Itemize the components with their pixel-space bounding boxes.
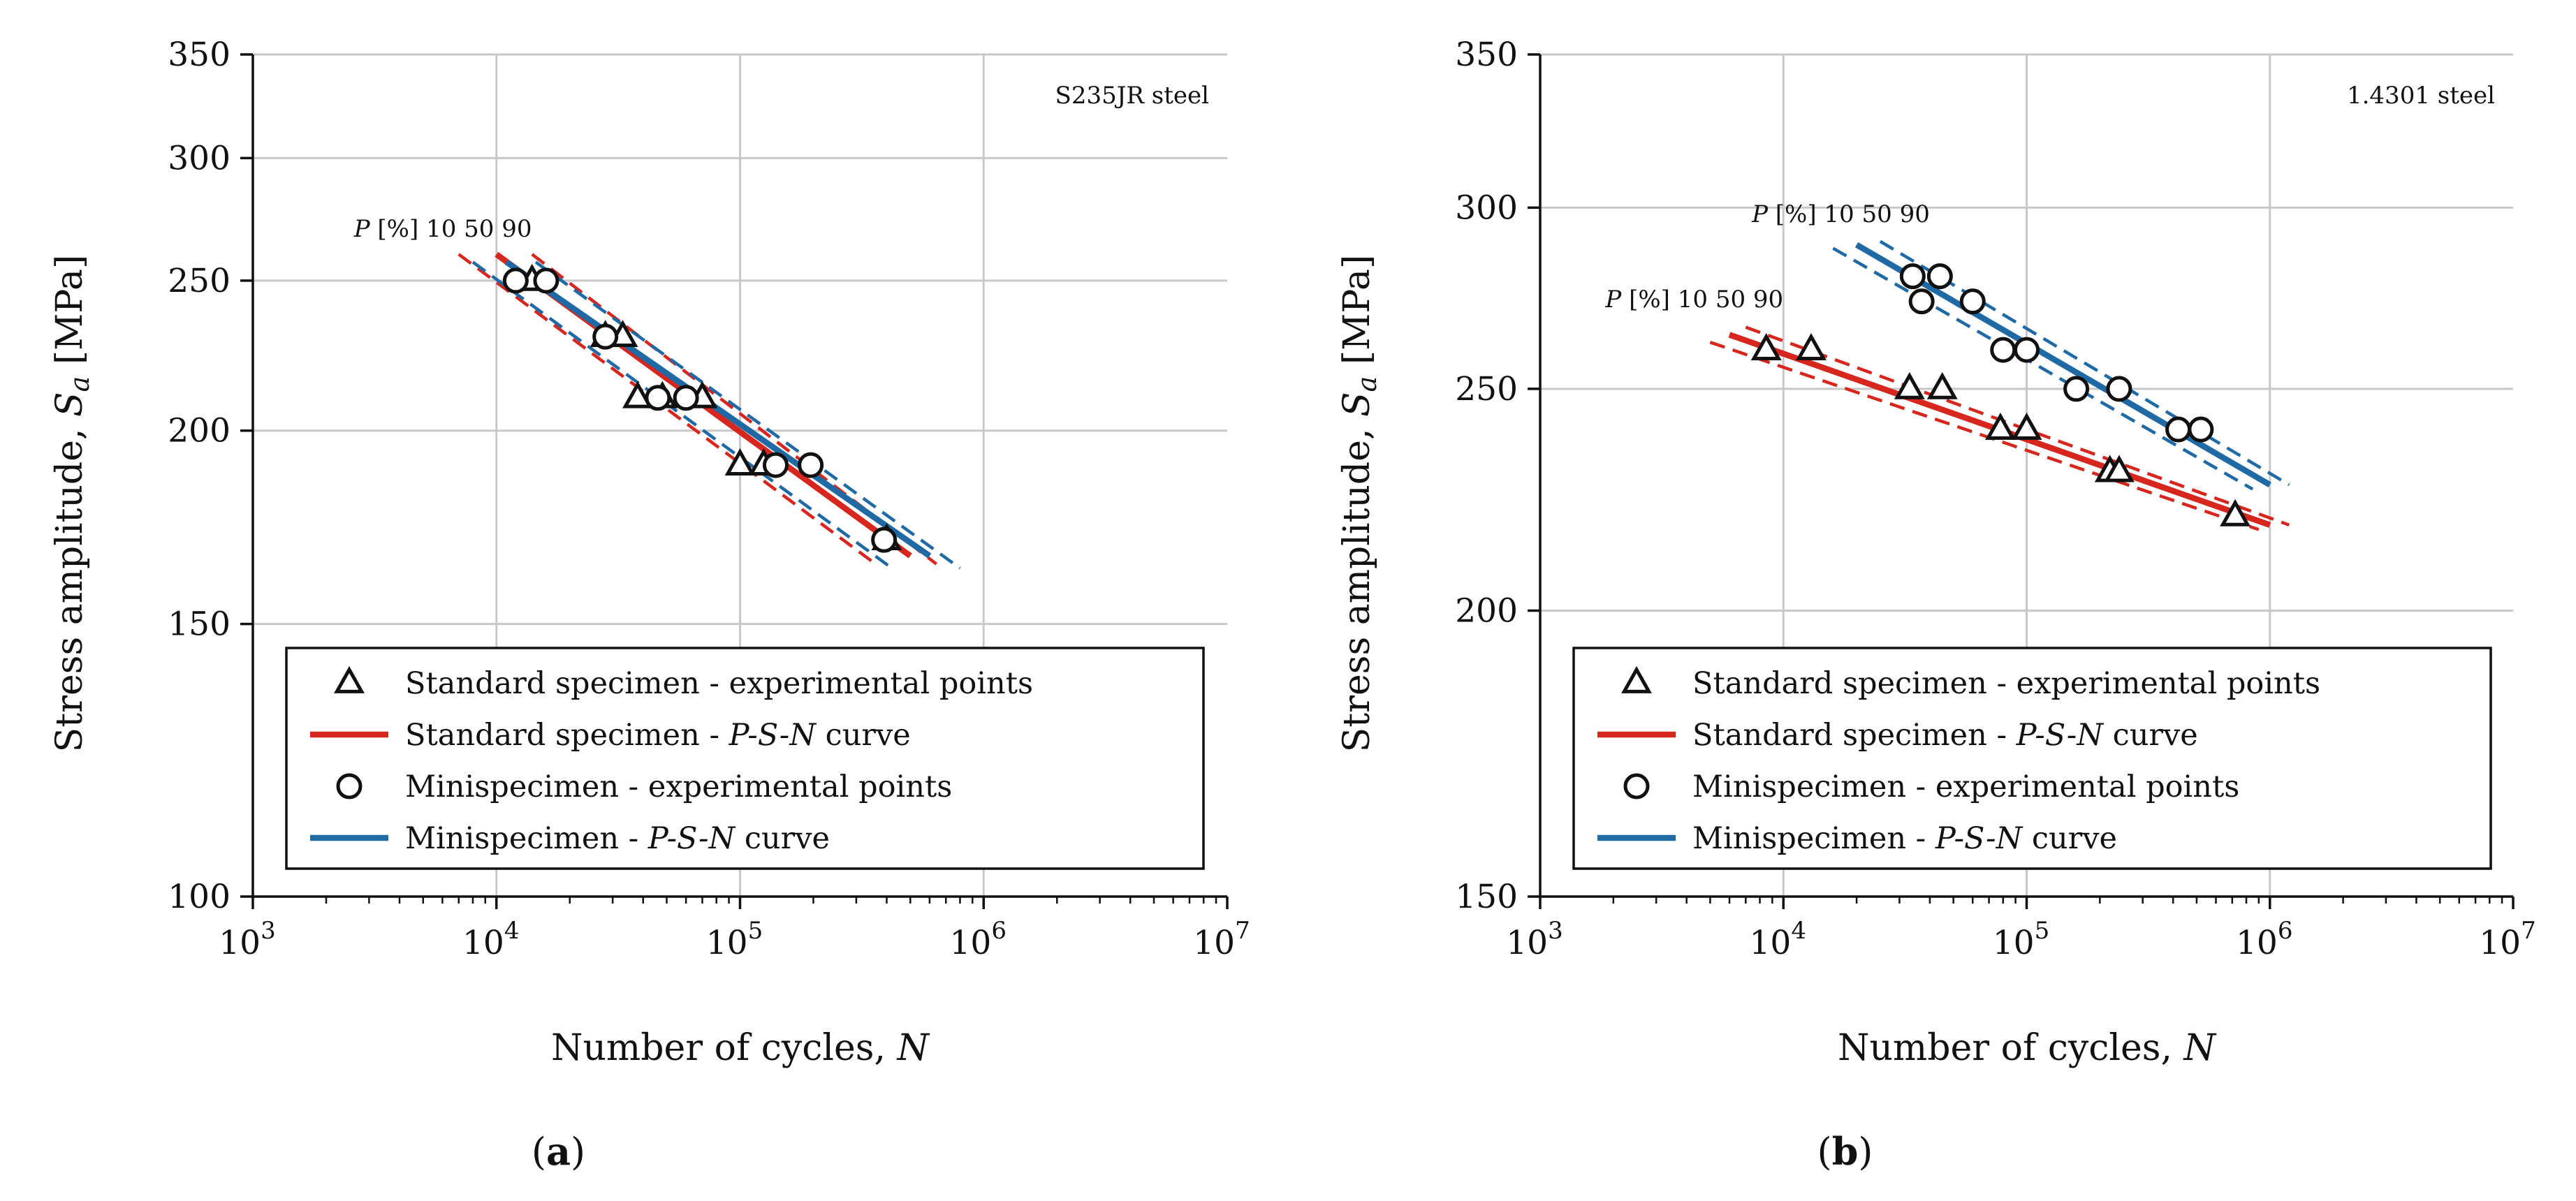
panel-a-legend-circle-marker <box>336 773 363 800</box>
panel-b-legend-text: Minispecimen - experimental points <box>1692 769 2239 804</box>
panel-a-y-tick-label: 300 <box>168 139 230 177</box>
panel-b-standard-psn-curve-bound <box>1745 325 2290 526</box>
panel-a-y-tick-label: 350 <box>168 36 230 74</box>
panel-a-y-axis-label: Stress amplitude, Sa [MPa] <box>49 255 95 753</box>
panel-b-minispecimen-point <box>2188 416 2214 443</box>
panel-a-legend <box>285 647 1205 870</box>
panel-b-y-tick-label: 200 <box>1455 592 1518 631</box>
panel-b-probability-annotation: P [%] 10 50 90 <box>1604 286 1783 314</box>
panel-b-standard-point <box>1795 333 1827 360</box>
panel-b-mini-psn-curve-median <box>1854 242 2271 487</box>
panel-a-y-tick-label: 100 <box>168 878 230 916</box>
panel-b-y-tick-label: 350 <box>1455 36 1518 74</box>
panel-a-mini-psn-curve-bound <box>534 260 961 570</box>
panel-a-legend-text: Minispecimen - experimental points <box>405 769 952 804</box>
panel-b-standard-point <box>2011 412 2042 440</box>
panel-b-x-tick-label: 104 <box>1750 917 1806 962</box>
panel-b-legend <box>1572 647 2492 870</box>
panel-b-legend-text: Standard specimen - P-S-N curve <box>1692 718 2198 753</box>
panel-a-x-tick-label: 104 <box>462 917 519 962</box>
panel-b-legend-text: Standard specimen - experimental points <box>1692 666 2320 701</box>
panel-b-minispecimen-point <box>1959 288 1986 315</box>
panel-a-mini-psn-curve-bound <box>471 260 893 570</box>
panel-a-x-axis-label: Number of cycles, N <box>551 1027 930 1069</box>
panel-b-minispecimen-point <box>2106 376 2132 402</box>
panel-a-minispecimen-point <box>871 526 898 553</box>
panel-a-minispecimen-point <box>592 323 619 350</box>
panel-b-legend-text: Minispecimen - P-S-N curve <box>1692 821 2117 856</box>
panel-a-y-tick-label: 250 <box>168 262 230 300</box>
panel-b-caption: (b) <box>1817 1129 1873 1174</box>
panel-a-legend-triangle-marker <box>334 665 365 693</box>
panel-b-y-tick-label: 300 <box>1455 189 1518 227</box>
panel-a-standard-psn-curve-bound <box>531 253 938 566</box>
panel-a-mini-psn-curve-median <box>504 259 932 559</box>
panel-a-x-tick-label: 103 <box>219 917 275 962</box>
panel-b-standard-psn-curve-bound <box>1709 341 2260 531</box>
panel-a-minispecimen-point <box>798 452 824 478</box>
panel-a-x-tick-label: 105 <box>706 917 763 962</box>
panel-b-legend-circle-marker <box>1623 773 1650 800</box>
panel-b-probability-annotation: P [%] 10 50 90 <box>1751 200 1930 228</box>
panel-a-probability-annotation: P [%] 10 50 90 <box>353 215 532 243</box>
panel-b-x-tick-label: 106 <box>2236 917 2292 962</box>
panel-a-legend-text: Minispecimen - P-S-N curve <box>405 821 830 856</box>
panel-a-legend-text: Standard specimen - experimental points <box>405 666 1033 701</box>
panel-a-minispecimen-point <box>762 452 789 478</box>
panel-b-legend-triangle-marker <box>1621 665 1652 693</box>
panel-b-y-axis-label: Stress amplitude, Sa [MPa] <box>1336 255 1382 753</box>
panel-b-standard-point <box>2103 455 2135 482</box>
panel-b-standard-point <box>1750 333 1782 360</box>
chart-panel-a: 103 104 105 106 107 100 150 200 250 300 350 Number … <box>49 36 1250 1174</box>
panel-a-legend-text: Standard specimen - P-S-N curve <box>405 718 911 753</box>
panel-a-standard-point <box>724 448 756 476</box>
panel-a-minispecimen-point <box>502 267 529 294</box>
panel-b-minispecimen-point <box>2165 416 2192 443</box>
panel-a-title: S235JR steel <box>1055 82 1209 110</box>
panel-b-minispecimen-point <box>1908 288 1935 315</box>
panel-b-y-tick-label: 250 <box>1455 370 1518 408</box>
panel-a-x-tick-label: 107 <box>1193 917 1250 962</box>
panel-b-x-axis-label: Number of cycles, N <box>1838 1027 2217 1069</box>
panel-b-minispecimen-point <box>1990 337 2017 363</box>
panel-b-standard-point <box>1984 412 2016 440</box>
panel-a-y-tick-label: 200 <box>168 412 230 450</box>
panel-b-x-tick-label: 103 <box>1506 917 1563 962</box>
chart-panel-b: 103 104 105 106 107 150 200 250 300 350 Number of … <box>1336 36 2536 1174</box>
panel-a-caption: (a) <box>532 1129 585 1174</box>
panel-b-x-tick-label: 105 <box>1993 917 2049 962</box>
panel-b-standard-point <box>1926 371 1958 399</box>
panel-a-minispecimen-point <box>673 385 699 411</box>
panel-b-mini-psn-curve-bound <box>1832 246 2254 491</box>
panel-a-y-tick-label: 150 <box>168 605 230 644</box>
panel-a-x-tick-label: 106 <box>950 917 1007 962</box>
panel-b-x-tick-label: 107 <box>2479 917 2535 962</box>
panel-b-y-tick-label: 150 <box>1455 878 1518 916</box>
panel-b-standard-point <box>1894 371 1925 399</box>
panel-a-minispecimen-point <box>533 267 559 294</box>
panel-a-standard-point <box>622 381 653 408</box>
panel-a-minispecimen-point <box>645 385 671 411</box>
panel-b-minispecimen-point <box>1899 263 1926 290</box>
panel-b-minispecimen-point <box>2014 337 2040 363</box>
panel-b-standard-point <box>2220 499 2251 526</box>
panel-a-standard-psn-curve-bound <box>458 253 877 566</box>
panel-b-title: 1.4301 steel <box>2347 82 2495 110</box>
panel-b-minispecimen-point <box>1926 263 1953 290</box>
panel-b-minispecimen-point <box>2063 376 2090 402</box>
